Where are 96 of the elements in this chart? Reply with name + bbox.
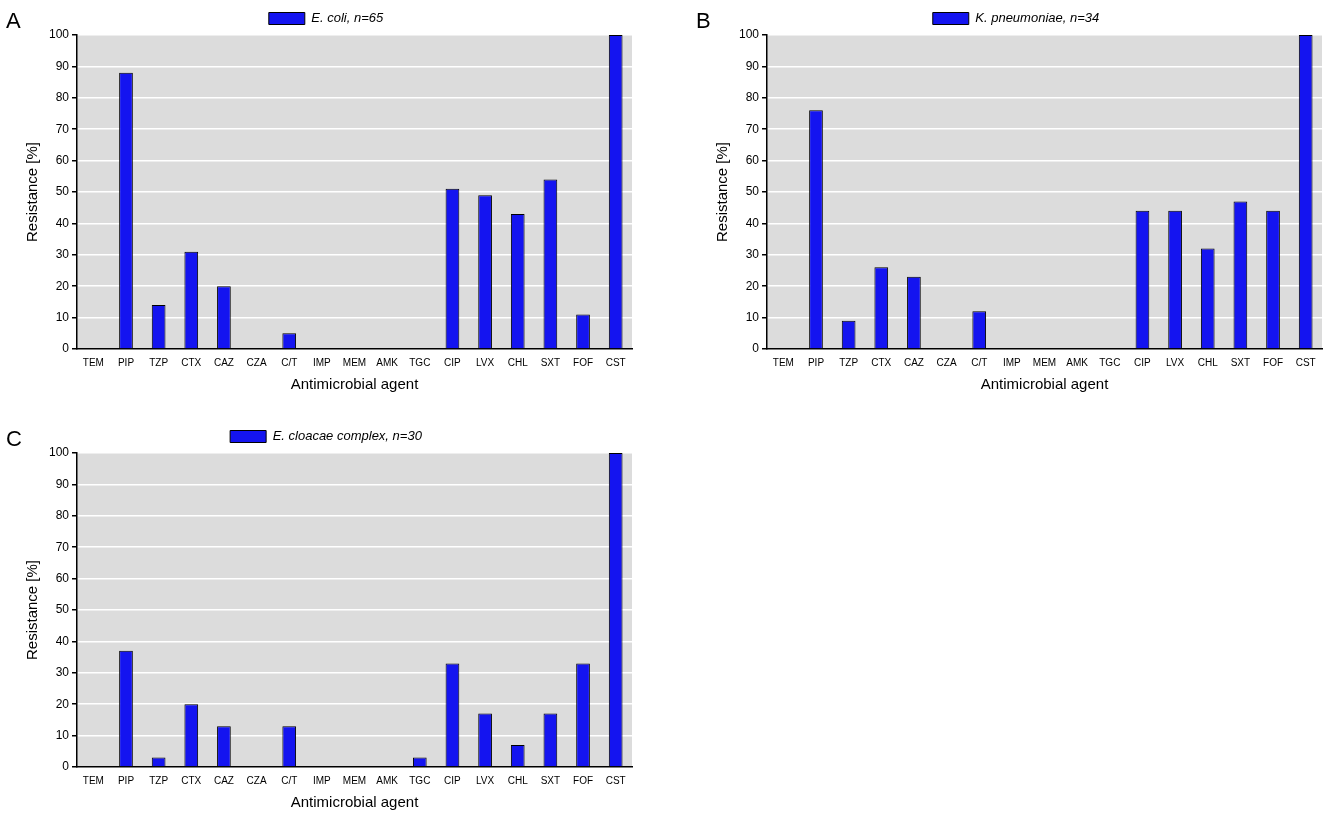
x-tick-label: LVX: [476, 356, 495, 368]
x-tick-label: AMK: [376, 774, 399, 786]
x-tick-label: IMP: [312, 356, 332, 368]
y-tick-label: 0: [62, 759, 70, 774]
x-tick-label: TGC: [409, 356, 431, 368]
x-tick-label: CAZ: [213, 356, 234, 368]
x-tick-label: C/T: [281, 774, 298, 786]
x-tick-label: CIP: [444, 774, 462, 786]
y-tick-label: 60: [55, 570, 70, 585]
x-tick-label: CZA: [246, 356, 267, 368]
x-tick-label: TGC: [409, 774, 431, 786]
y-tick-label: 20: [55, 696, 70, 711]
x-axis-title: Antimicrobial agent: [290, 375, 420, 393]
x-tick-label: CTX: [181, 774, 202, 786]
x-tick-label: C/T: [281, 356, 298, 368]
x-tick-label: TZP: [149, 356, 169, 368]
x-tick-label: CHL: [1197, 356, 1219, 368]
x-tick-label: FOF: [1263, 356, 1284, 368]
y-axis-title: Resistance [%]: [713, 141, 731, 243]
x-tick-label: CIP: [1134, 356, 1152, 368]
x-tick-label: MEM: [342, 774, 367, 786]
y-tick-label: 30: [55, 247, 70, 262]
x-tick-label: CST: [605, 774, 626, 786]
x-tick-label: TGC: [1099, 356, 1121, 368]
y-tick-label: 50: [55, 602, 70, 617]
x-tick-label: C/T: [971, 356, 988, 368]
x-tick-label: TEM: [82, 774, 104, 786]
legend-label: E. coli, n=65: [311, 10, 384, 26]
y-tick-label: 20: [55, 278, 70, 293]
x-tick-label: TZP: [149, 774, 169, 786]
x-axis-title: Antimicrobial agent: [290, 793, 420, 811]
x-tick-label: TZP: [839, 356, 859, 368]
x-tick-label: PIP: [807, 356, 825, 368]
y-tick-label: 70: [55, 539, 70, 554]
y-tick-label: 10: [55, 309, 70, 324]
x-tick-label: CST: [605, 356, 626, 368]
y-tick-label: 30: [55, 665, 70, 680]
x-tick-label: AMK: [1066, 356, 1089, 368]
y-axis-title: Resistance [%]: [23, 559, 41, 661]
x-tick-label: LVX: [476, 774, 495, 786]
x-tick-label: PIP: [117, 356, 135, 368]
x-tick-label: SXT: [540, 774, 561, 786]
x-tick-label: FOF: [573, 356, 594, 368]
y-tick-label: 0: [752, 341, 760, 356]
y-tick-label: 90: [55, 58, 70, 73]
x-tick-label: CAZ: [213, 774, 234, 786]
x-tick-label: CAZ: [903, 356, 924, 368]
chart-title: C: [6, 426, 22, 452]
x-tick-label: IMP: [312, 774, 332, 786]
y-tick-label: 60: [745, 152, 760, 167]
y-tick-label: 50: [745, 184, 760, 199]
x-tick-label: CST: [1295, 356, 1316, 368]
y-tick-label: 100: [738, 27, 760, 42]
y-tick-label: 40: [55, 215, 70, 230]
x-tick-label: CTX: [871, 356, 892, 368]
x-tick-label: PIP: [117, 774, 135, 786]
y-axis-title: Resistance [%]: [23, 141, 41, 243]
x-tick-label: CZA: [246, 774, 267, 786]
x-tick-label: IMP: [1002, 356, 1022, 368]
y-tick-label: 90: [55, 476, 70, 491]
y-tick-label: 60: [55, 152, 70, 167]
y-tick-label: 30: [745, 247, 760, 262]
y-tick-label: 100: [48, 27, 70, 42]
x-tick-label: AMK: [376, 356, 399, 368]
x-tick-label: MEM: [342, 356, 367, 368]
chart-title: A: [6, 8, 21, 34]
x-tick-label: CTX: [181, 356, 202, 368]
x-tick-label: CIP: [444, 356, 462, 368]
legend-label: K. pneumoniae, n=34: [975, 10, 1100, 26]
x-tick-label: SXT: [540, 356, 561, 368]
y-tick-label: 10: [745, 309, 760, 324]
y-tick-label: 80: [55, 90, 70, 105]
x-tick-label: FOF: [573, 774, 594, 786]
x-tick-label: TEM: [772, 356, 794, 368]
y-tick-label: 10: [55, 727, 70, 742]
y-tick-label: 0: [62, 341, 70, 356]
y-tick-label: 20: [745, 278, 760, 293]
x-tick-label: CHL: [507, 356, 529, 368]
x-tick-label: CZA: [936, 356, 957, 368]
y-tick-label: 40: [55, 633, 70, 648]
legend-label: E. cloacae complex, n=30: [272, 428, 423, 444]
y-tick-label: 90: [745, 58, 760, 73]
x-axis-title: Antimicrobial agent: [980, 375, 1110, 393]
y-tick-label: 80: [55, 508, 70, 523]
y-tick-label: 70: [55, 121, 70, 136]
chart-title: B: [696, 8, 711, 34]
x-tick-label: TEM: [82, 356, 104, 368]
y-tick-label: 80: [745, 90, 760, 105]
x-tick-label: LVX: [1166, 356, 1185, 368]
x-tick-label: MEM: [1032, 356, 1057, 368]
y-tick-label: 40: [745, 215, 760, 230]
x-tick-label: SXT: [1230, 356, 1251, 368]
y-tick-label: 50: [55, 184, 70, 199]
x-tick-label: CHL: [507, 774, 529, 786]
y-tick-label: 100: [48, 445, 70, 460]
y-tick-label: 70: [745, 121, 760, 136]
